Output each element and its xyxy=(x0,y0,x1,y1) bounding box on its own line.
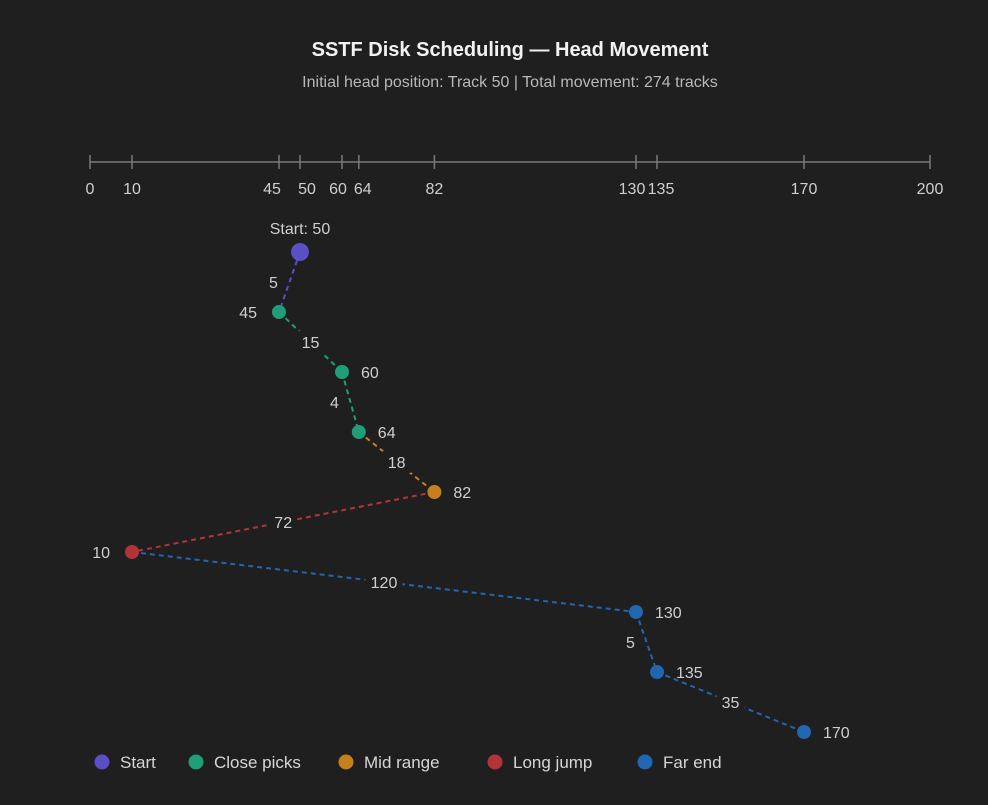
track-point xyxy=(629,605,643,619)
x-tick-label: 82 xyxy=(426,181,444,198)
track-point xyxy=(335,365,349,379)
legend-marker xyxy=(188,754,204,770)
start-label: Start: 50 xyxy=(270,221,331,238)
track-point xyxy=(272,305,286,319)
legend-marker xyxy=(487,754,503,770)
legend-marker xyxy=(94,754,110,770)
track-point-label: 135 xyxy=(676,665,703,682)
x-tick-label: 135 xyxy=(648,181,675,198)
track-point xyxy=(427,485,442,499)
distance-label-bg xyxy=(296,331,325,353)
distance-label: 5 xyxy=(626,635,635,652)
legend-label: Long jump xyxy=(513,753,592,772)
track-point xyxy=(291,243,309,261)
legend-label: Close picks xyxy=(214,753,301,772)
x-tick-label: 60 xyxy=(329,181,347,198)
distance-label: 35 xyxy=(722,695,740,712)
track-point-label: 45 xyxy=(239,305,257,322)
distance-label: 5 xyxy=(269,275,278,292)
x-tick-label: 130 xyxy=(619,181,646,198)
legend-label: Mid range xyxy=(364,753,440,772)
distance-label: 72 xyxy=(274,515,292,532)
distance-label-bg xyxy=(716,691,745,713)
distance-label-bg xyxy=(269,511,298,533)
distance-label: 18 xyxy=(388,455,406,472)
track-point xyxy=(650,665,664,679)
track-point-label: 170 xyxy=(823,725,850,742)
distance-label: 4 xyxy=(330,395,339,412)
distance-label: 15 xyxy=(302,335,320,352)
track-point-label: 82 xyxy=(453,485,471,502)
track-point-label: 130 xyxy=(655,605,682,622)
distance-label-bg xyxy=(365,571,403,593)
movement-segment xyxy=(278,251,301,313)
legend: Start Close picks Mid range Long jump Far en… xyxy=(94,753,722,772)
distance-label-bg xyxy=(382,451,411,473)
x-axis-ticks: 0 10 45 50 60 64 82 130 135 170 200 xyxy=(86,155,944,198)
head-movement-paths: 5 15 4 18 72 120 5 35 xyxy=(131,251,805,733)
legend-label: Start xyxy=(120,753,156,772)
movement-segment xyxy=(278,311,343,373)
track-point-label: 60 xyxy=(361,365,379,382)
movement-segment xyxy=(341,371,360,433)
track-point xyxy=(351,425,366,439)
legend-label: Far end xyxy=(663,753,722,772)
track-point-label: 64 xyxy=(378,425,396,442)
chart-title: SSTF Disk Scheduling — Head Movement xyxy=(312,39,709,61)
x-tick-label: 170 xyxy=(791,181,818,198)
x-tick-label: 50 xyxy=(298,181,316,198)
track-point-label: 10 xyxy=(92,545,110,562)
x-tick-label: 200 xyxy=(917,181,944,198)
movement-segment xyxy=(635,611,658,673)
x-tick-label: 10 xyxy=(123,181,141,198)
x-tick-label: 64 xyxy=(354,181,372,198)
distance-label: 120 xyxy=(371,575,398,592)
x-tick-label: 0 xyxy=(86,181,95,198)
track-point xyxy=(125,545,139,559)
track-point xyxy=(797,725,811,739)
legend-marker xyxy=(637,754,653,770)
chart-subtitle: Initial head position: Track 50 | Total … xyxy=(302,74,718,91)
x-tick-label: 45 xyxy=(263,181,281,198)
legend-marker xyxy=(338,754,354,770)
